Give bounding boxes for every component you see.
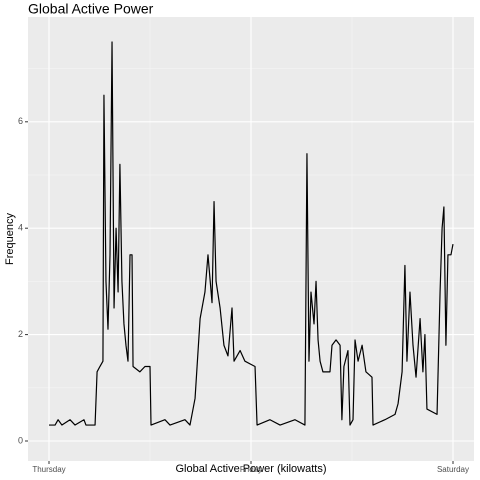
y-tick-label: 2 [18,329,23,339]
x-axis-label: Global Active Power (kilowatts) [176,463,327,475]
y-tick-label: 0 [18,435,23,445]
x-tick-label: Friday [240,465,262,474]
x-tick-label: Thursday [32,465,65,474]
y-axis-label: Frequency [4,213,16,265]
chart-title: Global Active Power [28,1,154,17]
line [49,41,454,426]
y-tick-label: 4 [18,223,23,233]
y-tick-label: 6 [18,116,23,126]
x-tick-label: Saturday [437,465,469,474]
